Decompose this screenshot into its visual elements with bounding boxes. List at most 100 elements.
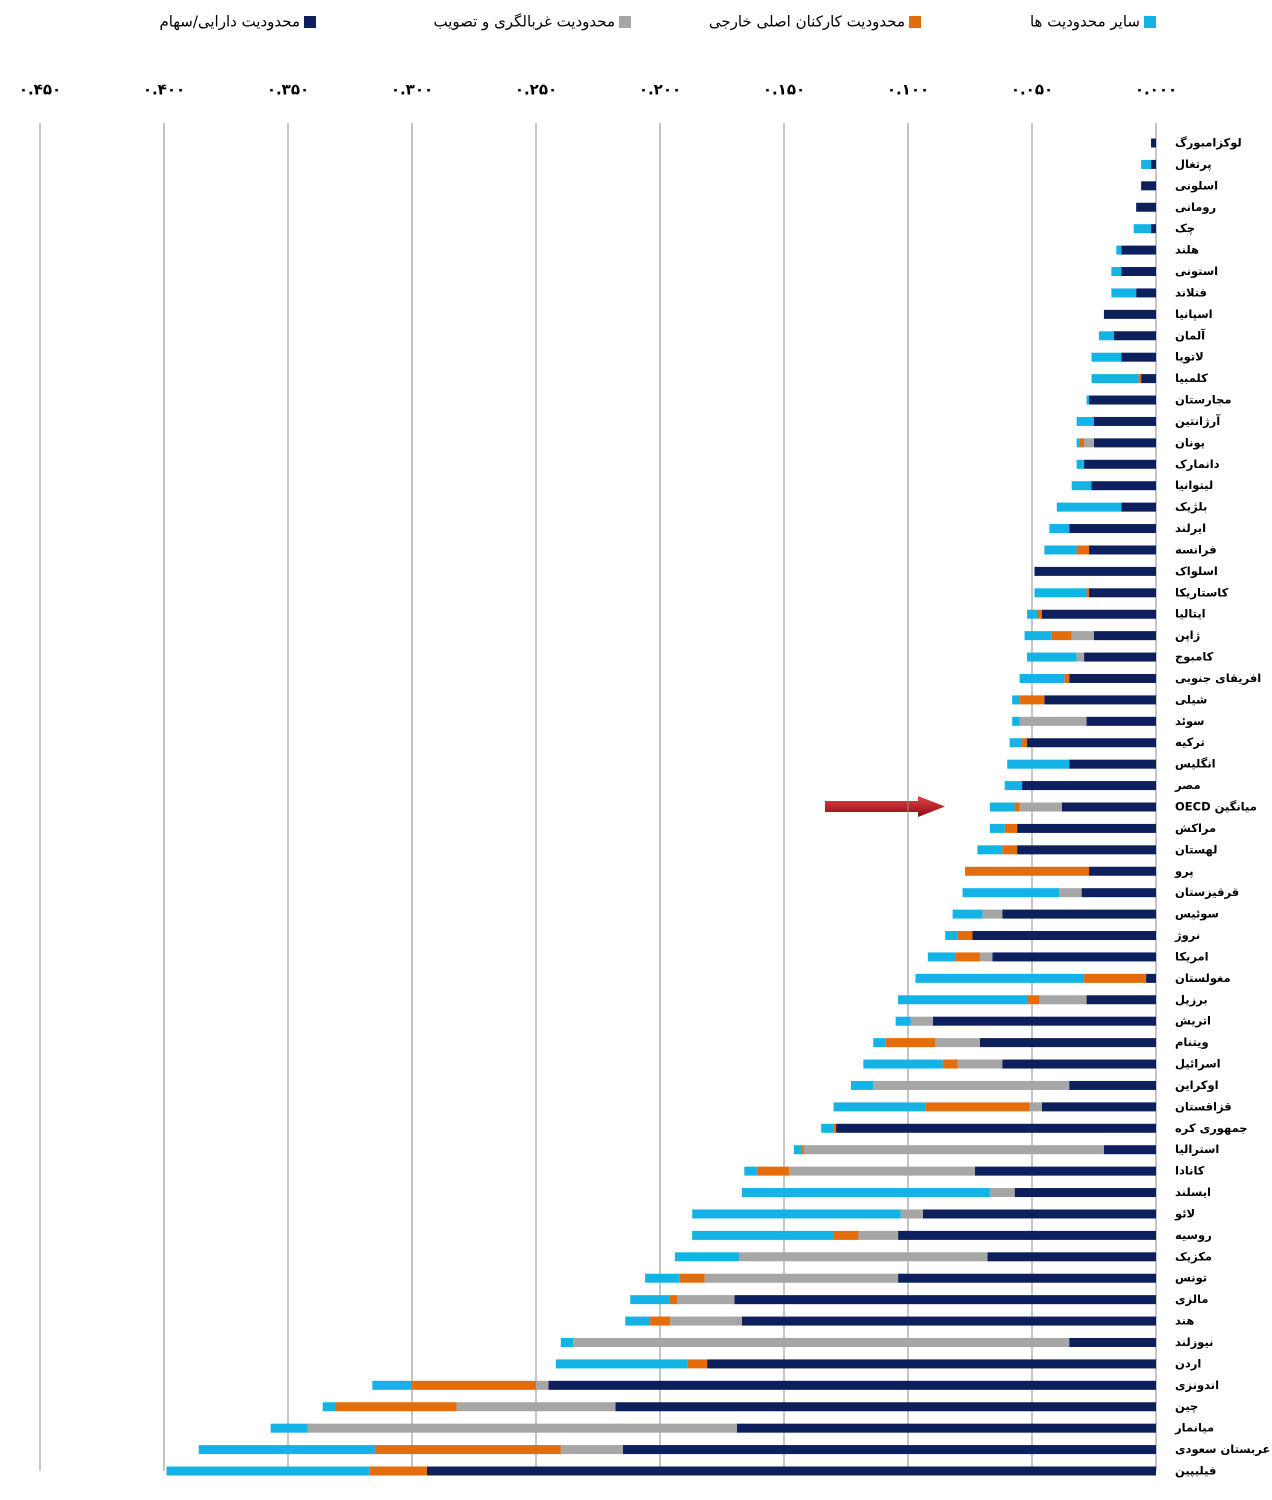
y-tick-label: قرقیزستان — [1175, 885, 1239, 899]
y-tick-label: مالزی — [1175, 1292, 1208, 1306]
legend-swatch — [304, 16, 316, 28]
y-tick-label: فیلیپین — [1175, 1464, 1216, 1478]
y-tick-label: دانمارک — [1175, 457, 1220, 471]
bar-segment — [536, 1380, 549, 1390]
bar-segment — [1036, 609, 1042, 619]
y-tick-label: کاستاریکا — [1175, 585, 1229, 599]
bar-segment — [1094, 416, 1156, 426]
bar-segment — [1151, 159, 1156, 169]
bar-segment — [915, 973, 1085, 983]
bar-segment — [1049, 524, 1070, 534]
bar-segment — [898, 1273, 1156, 1283]
y-tick-label: ویتنام — [1175, 1035, 1209, 1050]
y-tick-label: نیوزلند — [1175, 1335, 1214, 1350]
y-tick-label: اردن — [1175, 1356, 1201, 1370]
y-tick-label: افریقای جنوبی — [1175, 671, 1261, 686]
legend-swatch — [619, 16, 631, 28]
bar-segment — [1012, 716, 1020, 726]
y-tick-label: ایرلند — [1175, 521, 1206, 535]
bar-segment — [625, 1316, 651, 1326]
bar-segment — [1039, 995, 1087, 1005]
y-tick-label: سوئیس — [1175, 907, 1219, 922]
bar-segment — [650, 1316, 670, 1326]
bar-segment — [1007, 759, 1070, 769]
bar-segment — [669, 1295, 678, 1305]
x-tick-label: ۰.۳۰۰ — [391, 81, 433, 99]
bar-segment — [935, 1038, 980, 1048]
bar-segment — [1141, 374, 1156, 384]
bar-segment — [803, 1145, 1104, 1155]
bar-segment — [1089, 545, 1156, 555]
bar-segment — [741, 1316, 1156, 1326]
bar-segment — [615, 1402, 1156, 1412]
y-tick-label: اسرائیل — [1175, 1057, 1221, 1071]
bar-segment — [922, 1209, 1156, 1219]
bar-segment — [374, 1445, 561, 1455]
bar-segment — [1076, 438, 1080, 448]
bar-segment — [1094, 438, 1156, 448]
bar-segment — [1069, 673, 1156, 683]
y-tick-label: برزیل — [1175, 992, 1208, 1006]
bar-segment — [900, 1209, 923, 1219]
bar-segment — [863, 1059, 943, 1069]
bar-segment — [1029, 1102, 1042, 1112]
y-tick-label: بلژیک — [1175, 500, 1207, 514]
bar-segment — [555, 1359, 688, 1369]
x-tick-label: ۰.۰۵۰ — [1011, 81, 1053, 99]
bar-segment — [1086, 716, 1156, 726]
bar-segment — [989, 802, 1015, 812]
y-tick-label: کلمبیا — [1175, 371, 1208, 385]
bar-segment — [1044, 545, 1077, 555]
bar-segment — [1027, 738, 1156, 748]
legend-swatch — [909, 16, 921, 28]
bar-segment — [1071, 631, 1094, 641]
bar-segment — [1091, 374, 1139, 384]
bar-segment — [910, 1016, 933, 1026]
bar-segment — [1022, 738, 1028, 748]
y-tick-label: استرالیا — [1175, 1142, 1219, 1156]
bar-segment — [335, 1402, 457, 1412]
bar-segment — [707, 1359, 1156, 1369]
bar-segment — [957, 1059, 1003, 1069]
bar-segment — [734, 1295, 1156, 1305]
bar-segment — [962, 888, 1060, 898]
x-tick-label: ۰.۲۵۰ — [515, 81, 557, 99]
bar-segment — [622, 1445, 1156, 1455]
y-tick-label: رومانی — [1175, 200, 1216, 215]
bar-segment — [1146, 973, 1156, 983]
x-tick-label: ۰.۳۵۰ — [267, 81, 309, 99]
bar-segment — [1024, 631, 1052, 641]
bar-segment — [1121, 245, 1156, 255]
bar-segment — [1086, 588, 1090, 598]
bar-segment — [1019, 802, 1062, 812]
bar-segment — [1076, 416, 1094, 426]
bar-segment — [1141, 181, 1156, 191]
bar-segment — [833, 1123, 837, 1133]
bar-segment — [270, 1423, 308, 1433]
x-tick-label: ۰.۲۰۰ — [639, 81, 681, 99]
bar-segment — [704, 1273, 899, 1283]
bar-segment — [744, 1166, 757, 1176]
bar-segment — [1086, 995, 1156, 1005]
bar-segment — [1121, 502, 1156, 512]
bar-segment — [1069, 759, 1156, 769]
bar-segment — [741, 1188, 990, 1198]
bar-segment — [1027, 652, 1077, 662]
bar-segment — [833, 1230, 859, 1240]
bar-segment — [1076, 459, 1085, 469]
y-tick-label: اوکراین — [1175, 1078, 1219, 1093]
bar-segment — [850, 1080, 874, 1090]
bar-segment — [987, 1252, 1156, 1262]
y-tick-label: جمهوری کره — [1175, 1121, 1248, 1136]
bar-segment — [793, 1145, 802, 1155]
y-tick-label: شیلی — [1175, 692, 1207, 706]
y-tick-label: امریکا — [1175, 949, 1209, 963]
bar-segment — [1113, 331, 1156, 341]
y-tick-label: اسلونی — [1175, 178, 1218, 193]
bar-segment — [1151, 138, 1156, 148]
bar-segment — [1071, 481, 1092, 491]
x-tick-label: ۰.۰۰۰ — [1135, 81, 1177, 99]
y-tick-label: میانگین OECD — [1175, 800, 1257, 814]
bar-segment — [198, 1445, 375, 1455]
bar-segment — [1019, 673, 1065, 683]
